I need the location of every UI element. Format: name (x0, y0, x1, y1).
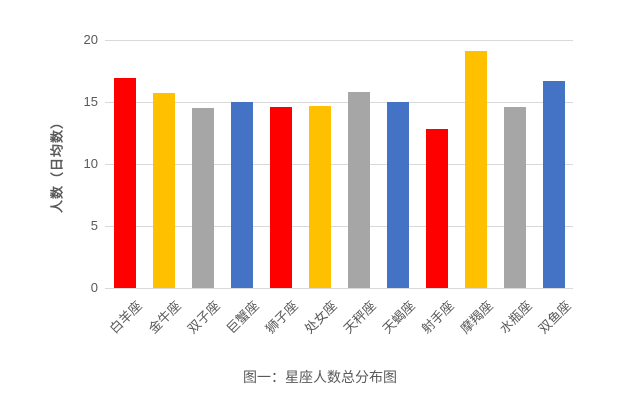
bar-双鱼座 (542, 80, 565, 288)
x-category-label: 摩羯座 (458, 298, 497, 337)
bar-水瓶座 (503, 106, 526, 288)
gridline-5 (105, 225, 573, 227)
plot-area (105, 39, 573, 289)
bar-巨蟹座 (230, 102, 253, 288)
x-category-label: 双子座 (185, 298, 224, 337)
x-category-label: 狮子座 (263, 298, 302, 337)
x-category-label: 处女座 (302, 298, 341, 337)
gridline-0 (105, 287, 573, 289)
bar-处女座 (308, 105, 331, 288)
bar-射手座 (425, 129, 448, 288)
y-tick-label: 15 (83, 94, 98, 109)
x-category-label: 天秤座 (341, 298, 380, 337)
x-category-label: 金牛座 (146, 298, 185, 337)
gridline-10 (105, 163, 573, 165)
bar-天秤座 (347, 92, 370, 288)
x-category-label: 白羊座 (107, 298, 146, 337)
bar-摩羯座 (464, 51, 487, 288)
bar-白羊座 (113, 78, 136, 288)
x-category-label: 射手座 (419, 298, 458, 337)
y-tick-label: 10 (83, 156, 98, 171)
x-category-label: 天蝎座 (380, 298, 419, 337)
x-category-label: 水瓶座 (497, 298, 536, 337)
y-tick-label: 0 (90, 280, 98, 295)
y-tick-label: 20 (83, 32, 98, 47)
figure-caption: 图一：星座人数总分布图 (243, 369, 397, 385)
x-category-label: 双鱼座 (536, 298, 575, 337)
bar-金牛座 (152, 93, 175, 288)
bar-狮子座 (269, 106, 292, 288)
gridline-20 (105, 39, 573, 41)
y-tick-label: 5 (90, 218, 98, 233)
bar-双子座 (191, 108, 214, 288)
gridline-15 (105, 101, 573, 103)
x-category-label: 巨蟹座 (224, 298, 263, 337)
bar-天蝎座 (386, 102, 409, 288)
